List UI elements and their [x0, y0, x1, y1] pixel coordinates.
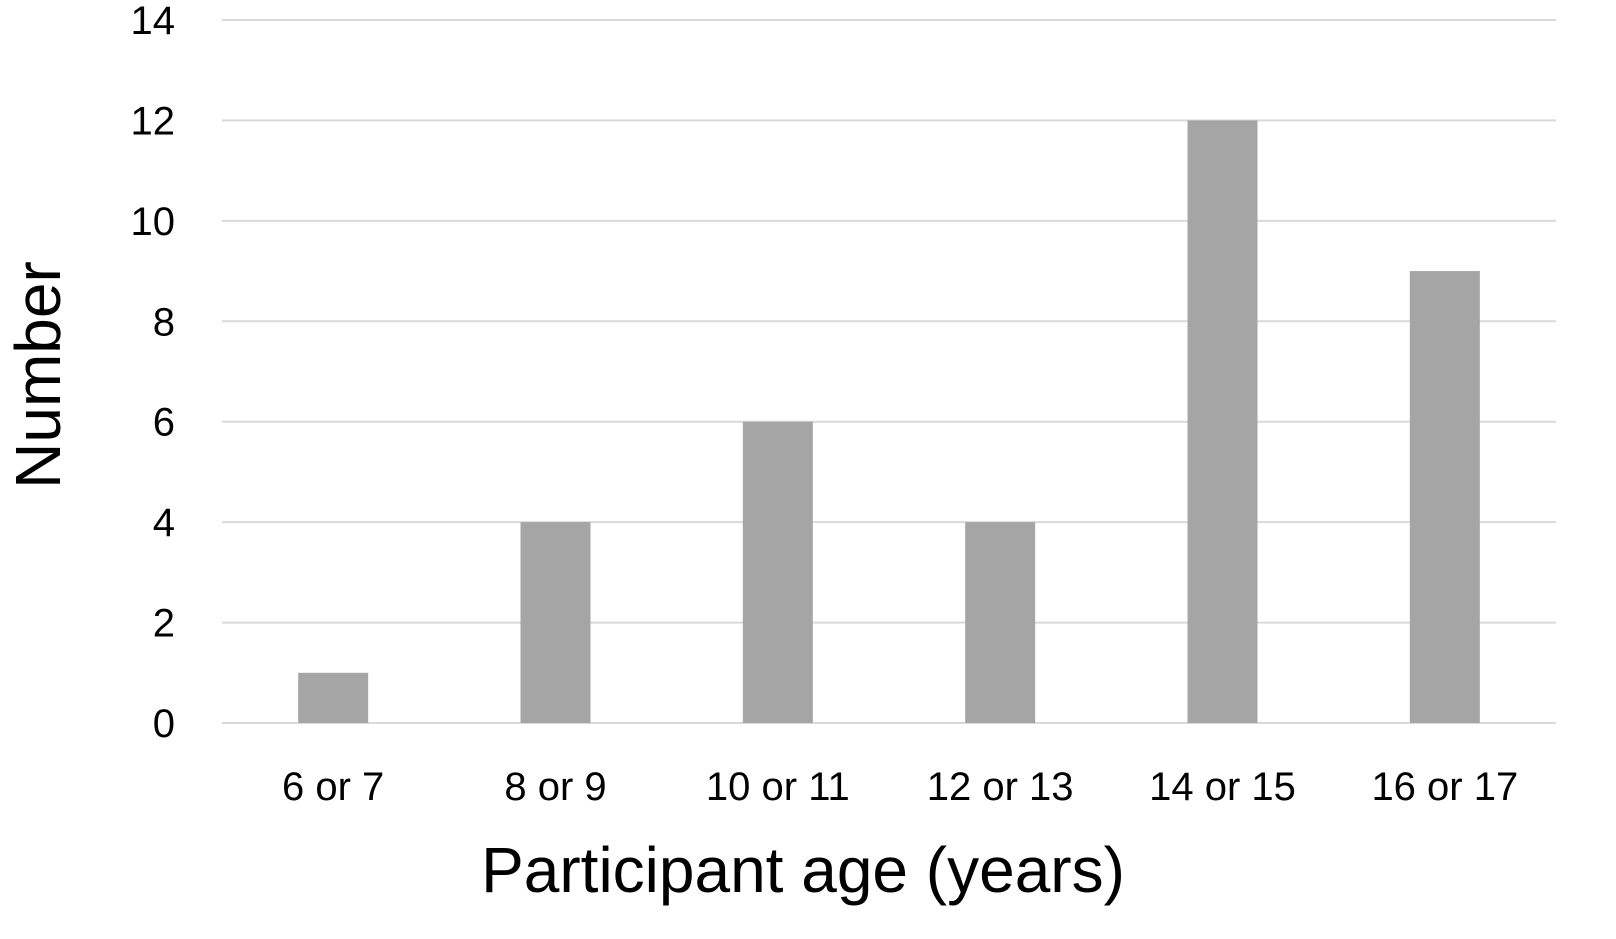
- y-axis-tick-labels: 0 2 4 6 8 10 12 14: [131, 0, 176, 746]
- y-tick-label: 4: [153, 501, 175, 545]
- x-tick-label: 8 or 9: [504, 765, 606, 809]
- bar: [742, 421, 813, 723]
- y-tick-label: 0: [153, 702, 175, 746]
- bars: [298, 120, 1480, 723]
- x-tick-label: 14 or 15: [1149, 765, 1296, 809]
- y-tick-label: 14: [131, 0, 176, 43]
- x-axis-tick-labels: 6 or 7 8 or 9 10 or 11 12 or 13 14 or 15 16 o…: [282, 765, 1518, 809]
- bar: [298, 672, 369, 723]
- x-axis-title: Participant age (years): [481, 834, 1125, 906]
- y-tick-label: 10: [131, 200, 176, 244]
- x-tick-label: 10 or 11: [706, 765, 850, 809]
- y-axis-title: Number: [2, 261, 74, 489]
- y-tick-label: 6: [153, 401, 175, 445]
- x-tick-label: 12 or 13: [927, 765, 1074, 809]
- x-tick-label: 16 or 17: [1371, 765, 1518, 809]
- y-tick-label: 8: [153, 300, 175, 344]
- bar: [1409, 271, 1480, 723]
- y-tick-label: 12: [131, 99, 176, 143]
- x-tick-label: 6 or 7: [282, 765, 384, 809]
- bar: [965, 522, 1036, 723]
- y-tick-label: 2: [153, 602, 175, 646]
- bar: [1187, 120, 1258, 723]
- gridlines: [222, 19, 1556, 724]
- bar: [520, 522, 591, 723]
